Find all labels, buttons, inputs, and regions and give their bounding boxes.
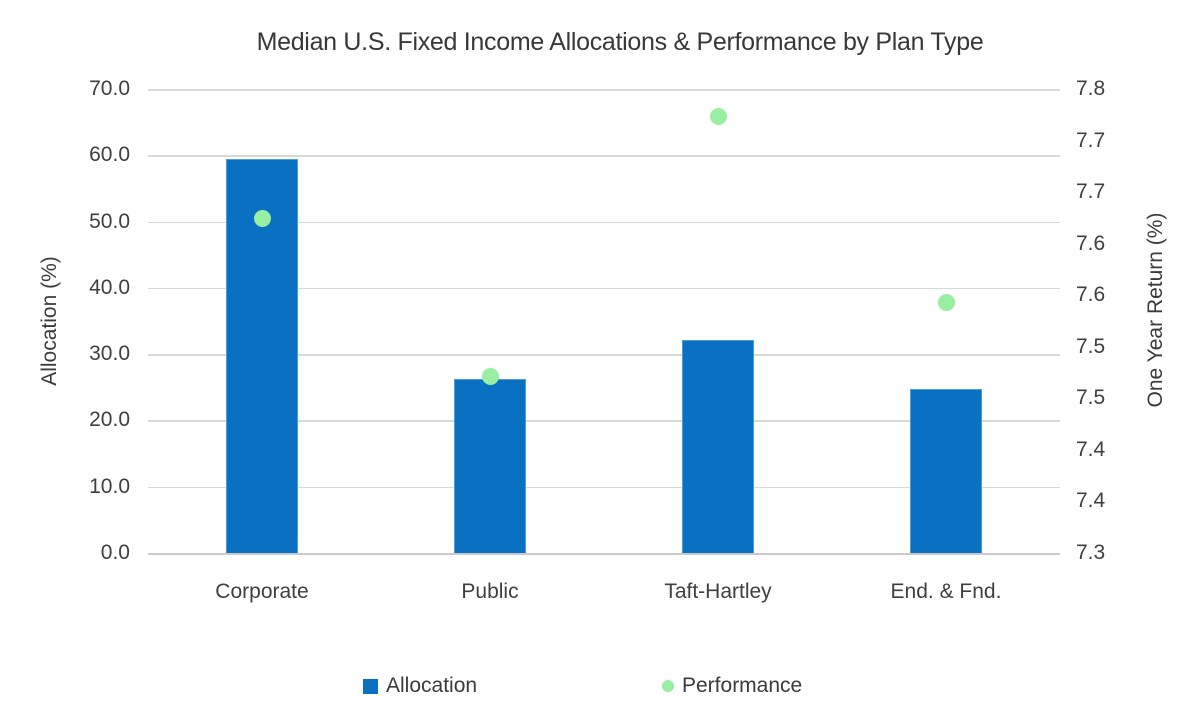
chart-title: Median U.S. Fixed Income Allocations & P… xyxy=(256,28,984,56)
left-axis-tick: 10.0 xyxy=(89,474,130,498)
right-axis-tick: 7.4 xyxy=(1076,489,1106,513)
gridline xyxy=(148,287,1060,290)
category-label-end-fnd: End. & Fnd. xyxy=(890,580,1002,603)
gridline xyxy=(148,155,1060,157)
legend-item-performance: Performance xyxy=(662,674,802,698)
left-axis-tick: 30.0 xyxy=(89,342,130,366)
left-axis-tick: 40.0 xyxy=(89,275,130,299)
left-axis-tick: 0.0 xyxy=(100,541,130,564)
right-axis-tick: 7.5 xyxy=(1076,334,1106,358)
right-axis-tick: 7.4 xyxy=(1076,437,1106,461)
right-axis-tick: 7.8 xyxy=(1076,77,1106,100)
dot-end-fnd xyxy=(937,293,955,311)
gridline xyxy=(148,89,1060,91)
legend-label-allocation: Allocation xyxy=(386,674,478,697)
dot-public xyxy=(481,368,499,386)
right-axis-tick: 7.6 xyxy=(1076,283,1106,307)
legend-label-performance: Performance xyxy=(682,674,803,697)
right-axis-tick: 7.3 xyxy=(1076,541,1106,564)
dot-corporate xyxy=(253,210,271,228)
left-axis-tick: 50.0 xyxy=(89,209,130,233)
right-axis-tick: 7.6 xyxy=(1076,231,1106,255)
allocation-legend-swatch xyxy=(363,678,378,694)
bar-taft-hartley xyxy=(682,340,754,553)
left-axis-tick: 70.0 xyxy=(89,77,130,100)
gridline xyxy=(148,420,1060,422)
right-axis-tick: 7.7 xyxy=(1076,128,1106,152)
category-label-corporate: Corporate xyxy=(215,580,309,603)
right-axis-tick: 7.5 xyxy=(1076,386,1106,410)
bar-corporate xyxy=(226,158,298,553)
legend: Allocation Performance xyxy=(0,674,1200,702)
right-axis-tick: 7.7 xyxy=(1076,180,1106,204)
bar-public xyxy=(454,378,526,553)
left-axis-tick: 60.0 xyxy=(89,143,130,167)
category-label-taft-hartley: Taft-Hartley xyxy=(664,580,772,603)
dot-taft-hartley xyxy=(709,108,727,126)
gridline xyxy=(148,354,1060,356)
plot-area xyxy=(148,89,1060,555)
gridline xyxy=(148,221,1060,224)
gridline xyxy=(148,486,1060,489)
performance-legend-swatch xyxy=(662,680,674,692)
legend-item-allocation: Allocation xyxy=(363,674,477,698)
left-axis-tick: 20.0 xyxy=(89,408,130,432)
bar-end-fnd xyxy=(910,388,982,553)
category-label-public: Public xyxy=(461,580,519,603)
